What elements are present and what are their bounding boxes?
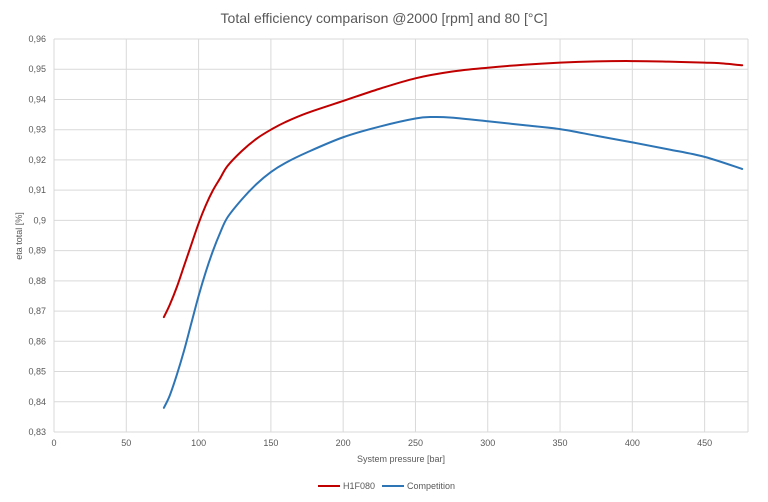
- y-tick-label: 0,9: [33, 215, 46, 225]
- chart-title: Total efficiency comparison @2000 [rpm] …: [221, 10, 548, 26]
- series-lines: [162, 60, 744, 409]
- y-tick-label: 0,96: [28, 34, 46, 44]
- y-tick-labels: 0,83 0,84 0,85 0,86 0,87 0,88 0,89 0,9 0,91 0,92 0…: [28, 34, 46, 437]
- x-tick-label: 100: [191, 438, 206, 448]
- y-tick-label: 0,92: [28, 155, 46, 165]
- y-tick-label: 0,95: [28, 64, 46, 74]
- x-tick-label: 300: [480, 438, 495, 448]
- y-axis-label: eta total [%]: [14, 212, 24, 260]
- y-tick-label: 0,83: [28, 427, 46, 437]
- y-tick-label: 0,85: [28, 367, 46, 377]
- legend-label-1: H1F080: [343, 481, 375, 491]
- x-tick-label: 50: [121, 438, 131, 448]
- series-line-1: [162, 60, 744, 319]
- x-tick-label: 250: [408, 438, 423, 448]
- y-tick-label: 0,89: [28, 246, 46, 256]
- y-tick-label: 0,84: [28, 397, 46, 407]
- legend: H1F080 Competition: [318, 481, 455, 491]
- y-tick-label: 0,86: [28, 336, 46, 346]
- x-tick-label: 200: [336, 438, 351, 448]
- x-tick-label: 350: [553, 438, 568, 448]
- y-tick-label: 0,93: [28, 125, 46, 135]
- y-tick-label: 0,91: [28, 185, 46, 195]
- y-tick-label: 0,87: [28, 306, 46, 316]
- y-tick-label: 0,94: [28, 94, 46, 104]
- y-tick-label: 0,88: [28, 276, 46, 286]
- x-tick-label: 0: [51, 438, 56, 448]
- grid: [53, 38, 749, 433]
- legend-label-2: Competition: [407, 481, 455, 491]
- x-tick-labels: 0 50 100 150 200 250 300 350 400 450: [51, 438, 712, 448]
- x-tick-label: 450: [697, 438, 712, 448]
- x-tick-label: 150: [263, 438, 278, 448]
- x-axis-label: System pressure [bar]: [357, 454, 445, 464]
- x-tick-label: 400: [625, 438, 640, 448]
- series-line-2: [162, 115, 744, 409]
